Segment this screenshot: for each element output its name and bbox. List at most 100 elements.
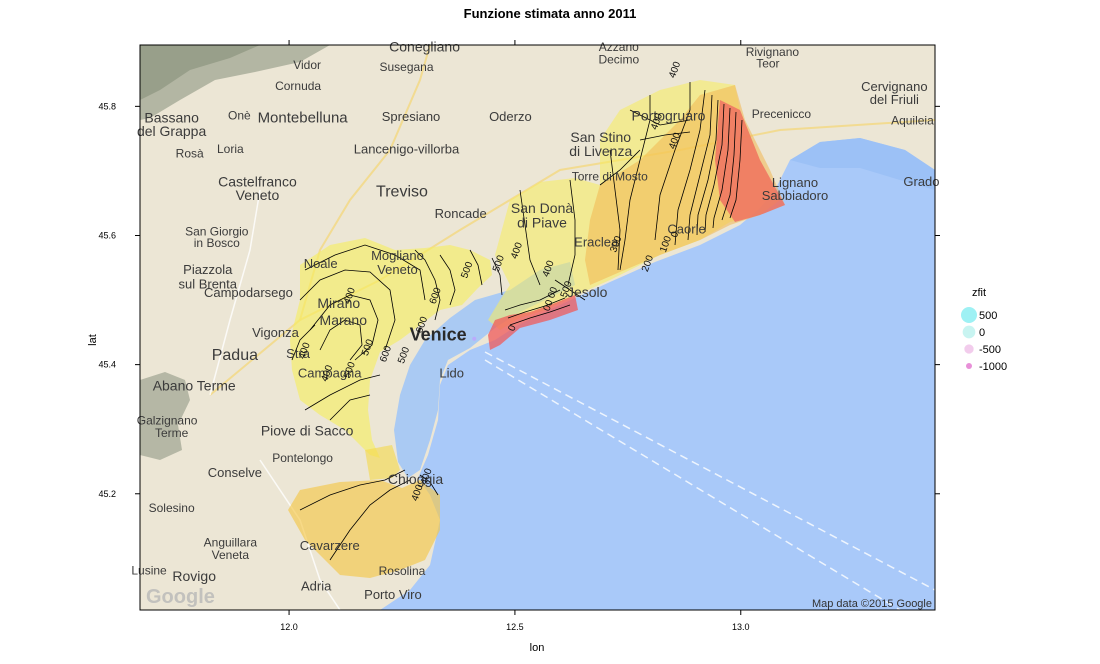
euganean-hills (140, 372, 190, 460)
chart-title: Funzione stimata anno 2011 (464, 6, 637, 21)
contour-label: 00 (546, 285, 560, 300)
contour-line (329, 394, 371, 421)
contour-line (674, 89, 706, 246)
y-axis-label: lat (87, 334, 99, 346)
x-axis-label: lon (530, 642, 545, 654)
legend-swatch (961, 307, 977, 323)
place-label: Lusine (131, 563, 167, 577)
contour-line (704, 103, 725, 233)
road-2 (259, 459, 341, 610)
y-tick-label: 45.8 (98, 101, 116, 111)
contour-line (599, 149, 641, 186)
contour-line (654, 82, 691, 241)
contour-line (619, 95, 651, 271)
contour-label: 400 (649, 111, 665, 131)
place-label: Padua (212, 347, 258, 364)
place-label: di Livenza (569, 143, 632, 159)
contour-line (304, 244, 426, 301)
contour-label: 400 (667, 60, 683, 80)
region-south (288, 480, 440, 578)
place-label: Cavarzere (300, 538, 360, 553)
place-label: San Stino (570, 129, 631, 145)
place-label: Mogliano (371, 248, 424, 263)
contour-line (567, 179, 576, 286)
contour-line (414, 249, 441, 321)
contour-line (507, 297, 566, 319)
map-background (140, 45, 935, 610)
legend-swatch (964, 344, 974, 354)
place-label: Campodarsego (204, 285, 293, 300)
legend-label: -500 (979, 344, 1001, 356)
contour-line (329, 479, 411, 561)
shipping-lane-2 (484, 351, 935, 591)
region-lagoon-red (488, 295, 578, 350)
place-label: Noale (304, 256, 338, 271)
place-label: Vidor (293, 58, 321, 72)
google-logo: Google (146, 586, 215, 608)
shipping-lane-1 (484, 359, 901, 610)
place-label: sul Brenta (178, 276, 237, 291)
place-label: San Giorgio (185, 224, 249, 238)
contour-label: 400 (297, 341, 313, 361)
contour-line (639, 131, 691, 141)
contour-line (629, 109, 691, 126)
region-east-red (715, 100, 785, 222)
place-label: Grado (903, 174, 939, 189)
place-label: Vigonza (252, 325, 300, 340)
contour-label: 400 (319, 363, 335, 383)
region-chioggia (365, 445, 400, 480)
place-label: Rosolina (379, 564, 426, 578)
place-label: Treviso (376, 184, 428, 201)
contour-label: 400 (509, 241, 525, 261)
place-label: Spresiano (382, 109, 441, 124)
contour-label: 500 (559, 279, 575, 299)
place-label: Veneta (212, 548, 250, 562)
contour-label: 500 (342, 360, 358, 380)
x-axis: 12.0 12.5 13.0 (280, 40, 750, 632)
contour-label: 0 (506, 323, 518, 332)
contour-label: 400 (419, 467, 435, 487)
contour-label: 00 (542, 298, 556, 313)
contour-label: 400 (342, 286, 358, 306)
place-label: San Donà (511, 200, 573, 216)
place-label: Oderzo (489, 109, 532, 124)
place-label: Lancenigo-villorba (354, 141, 460, 156)
contour-line (299, 269, 396, 351)
contour-label: 500 (360, 337, 376, 357)
contour-label: 500 (491, 254, 507, 274)
contour-label: 600 (414, 315, 430, 335)
contour-label: 400 (541, 259, 557, 279)
place-label: Piove di Sacco (261, 423, 354, 439)
contour-line (304, 374, 381, 411)
y-axis: 45.2 45.4 45.6 45.8 (98, 101, 940, 499)
legend-label: -1000 (979, 361, 1007, 373)
place-label: Lido (439, 366, 464, 381)
place-label: Veneto (377, 262, 418, 277)
place-label: in Bosco (194, 236, 240, 250)
place-label: Veneto (236, 187, 280, 203)
place-label: Loria (217, 142, 244, 156)
place-label: Adria (301, 579, 332, 594)
contour-line (439, 254, 456, 306)
mountains (140, 45, 260, 100)
contour-label: 600 (378, 344, 394, 364)
place-label: Rosà (176, 146, 204, 160)
legend-label: 0 (979, 327, 985, 339)
place-label: Eraclea (574, 234, 619, 249)
map-attribution: Map data ©2015 Google (812, 598, 932, 610)
contour-line (712, 107, 731, 229)
legend-swatch (962, 325, 976, 339)
place-label: Solesino (149, 501, 195, 515)
contour-label: 400 (410, 483, 426, 503)
contour-lines (291, 82, 743, 561)
place-label: Cervignano (861, 79, 928, 94)
sea (380, 138, 935, 610)
place-label: Torre di Mosto (572, 170, 648, 184)
place-label: Rovigo (172, 568, 216, 584)
contour-line (319, 319, 363, 361)
place-label: Caorle (667, 222, 705, 237)
contour-label: 400 (667, 131, 683, 151)
place-label: Precenicco (752, 107, 812, 121)
place-label: Mirano (317, 295, 360, 311)
